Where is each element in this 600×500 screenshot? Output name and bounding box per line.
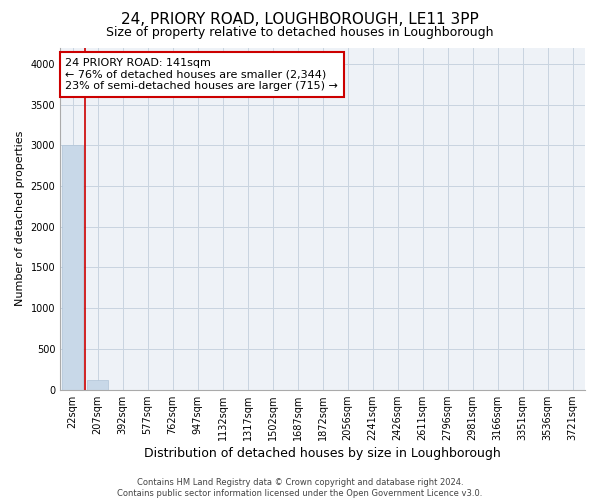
Bar — [87, 380, 108, 390]
Y-axis label: Number of detached properties: Number of detached properties — [15, 131, 25, 306]
X-axis label: Distribution of detached houses by size in Loughborough: Distribution of detached houses by size … — [144, 447, 501, 460]
Text: 24, PRIORY ROAD, LOUGHBOROUGH, LE11 3PP: 24, PRIORY ROAD, LOUGHBOROUGH, LE11 3PP — [121, 12, 479, 28]
Text: Size of property relative to detached houses in Loughborough: Size of property relative to detached ho… — [106, 26, 494, 39]
Text: 24 PRIORY ROAD: 141sqm
← 76% of detached houses are smaller (2,344)
23% of semi-: 24 PRIORY ROAD: 141sqm ← 76% of detached… — [65, 58, 338, 91]
Bar — [62, 146, 83, 390]
Text: Contains HM Land Registry data © Crown copyright and database right 2024.
Contai: Contains HM Land Registry data © Crown c… — [118, 478, 482, 498]
